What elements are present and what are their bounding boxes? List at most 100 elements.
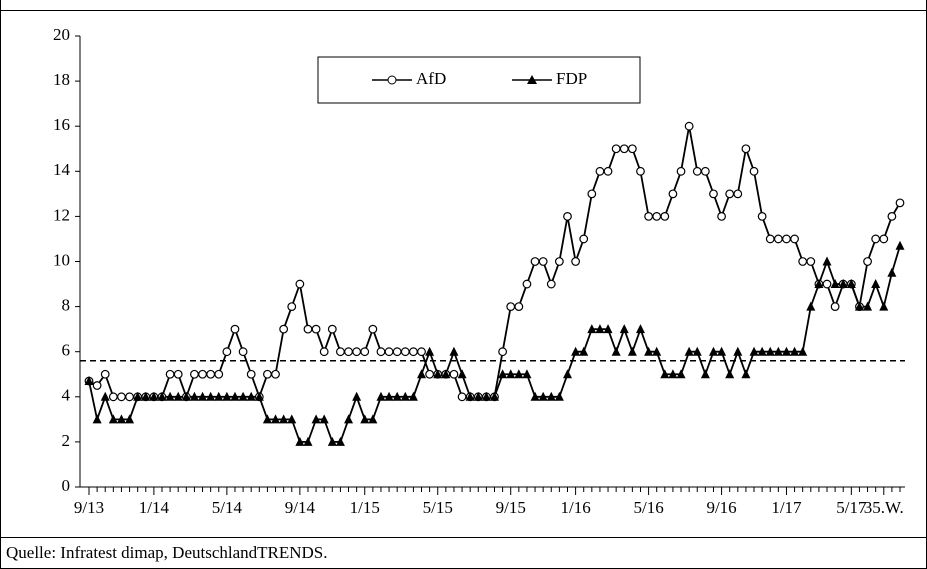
marker [425, 346, 435, 356]
marker [100, 391, 110, 401]
marker [271, 369, 280, 379]
marker [700, 369, 710, 379]
marker [125, 414, 135, 424]
marker [84, 376, 94, 386]
y-tick-label: 4 [62, 386, 71, 405]
marker [376, 347, 386, 357]
marker [571, 257, 580, 266]
x-tick-label: 1/15 [350, 498, 380, 517]
marker [360, 347, 370, 357]
marker [514, 369, 524, 379]
marker [717, 346, 727, 356]
marker [522, 369, 532, 379]
marker [254, 391, 264, 401]
marker [206, 391, 216, 401]
marker [287, 302, 297, 312]
x-tick-label: 1/17 [771, 498, 802, 517]
marker [271, 414, 281, 424]
marker [384, 391, 394, 401]
y-tick-label: 2 [62, 431, 71, 450]
marker [279, 414, 289, 424]
marker [765, 346, 775, 356]
marker [125, 392, 134, 402]
marker [117, 392, 126, 402]
legend-label: AfD [416, 69, 446, 88]
marker [644, 211, 653, 221]
marker [108, 392, 118, 402]
marker [433, 369, 443, 379]
marker [627, 346, 637, 356]
marker [368, 414, 378, 424]
marker [279, 324, 289, 334]
marker [635, 324, 645, 334]
marker [757, 211, 767, 221]
marker [562, 369, 572, 379]
marker [319, 414, 329, 424]
marker [579, 346, 589, 356]
marker [149, 391, 159, 401]
y-tick-label: 0 [62, 476, 71, 495]
marker [295, 279, 305, 289]
marker [344, 347, 353, 357]
marker [838, 279, 848, 289]
marker [668, 369, 678, 379]
marker [230, 324, 240, 334]
marker [717, 211, 726, 221]
marker [352, 391, 362, 401]
marker [100, 369, 110, 379]
marker [603, 166, 613, 176]
marker [887, 211, 897, 221]
marker [749, 346, 759, 356]
marker [879, 234, 889, 244]
marker [627, 144, 637, 154]
marker [644, 346, 654, 356]
marker [790, 234, 799, 244]
marker [498, 369, 508, 379]
marker [773, 234, 783, 244]
marker [814, 279, 824, 289]
series-line [88, 245, 901, 443]
marker [335, 436, 345, 446]
marker [190, 369, 199, 379]
marker [417, 347, 426, 357]
marker [822, 256, 832, 266]
marker [652, 346, 662, 356]
marker [579, 234, 589, 244]
marker [360, 414, 370, 424]
marker [165, 369, 175, 379]
marker [506, 302, 516, 312]
x-tick-label: 5/14 [212, 498, 243, 517]
series-line [88, 126, 901, 400]
marker [409, 347, 418, 357]
marker [668, 189, 678, 199]
x-tick-label: 5/17 [836, 498, 867, 517]
y-tick-label: 14 [53, 160, 71, 179]
marker [741, 369, 751, 379]
marker [181, 391, 191, 401]
marker [822, 279, 832, 289]
marker [189, 391, 199, 401]
marker [684, 121, 694, 131]
marker [660, 211, 670, 221]
marker [344, 414, 354, 424]
marker [587, 324, 597, 334]
marker [871, 234, 881, 244]
marker [781, 346, 791, 356]
marker [895, 198, 905, 208]
marker [619, 324, 629, 334]
x-tick-label: 1/16 [560, 498, 590, 517]
marker [660, 369, 670, 379]
marker [295, 436, 305, 446]
legend: AfD FDP [317, 56, 641, 104]
marker [173, 369, 183, 379]
marker [587, 189, 597, 199]
marker [619, 144, 629, 154]
source: Quelle: Infratest dimap, DeutschlandTREN… [6, 543, 328, 562]
marker [368, 324, 378, 334]
marker [473, 391, 483, 401]
marker [546, 279, 556, 289]
y-tick-label: 18 [53, 70, 70, 89]
marker [336, 347, 345, 357]
marker [303, 436, 313, 446]
